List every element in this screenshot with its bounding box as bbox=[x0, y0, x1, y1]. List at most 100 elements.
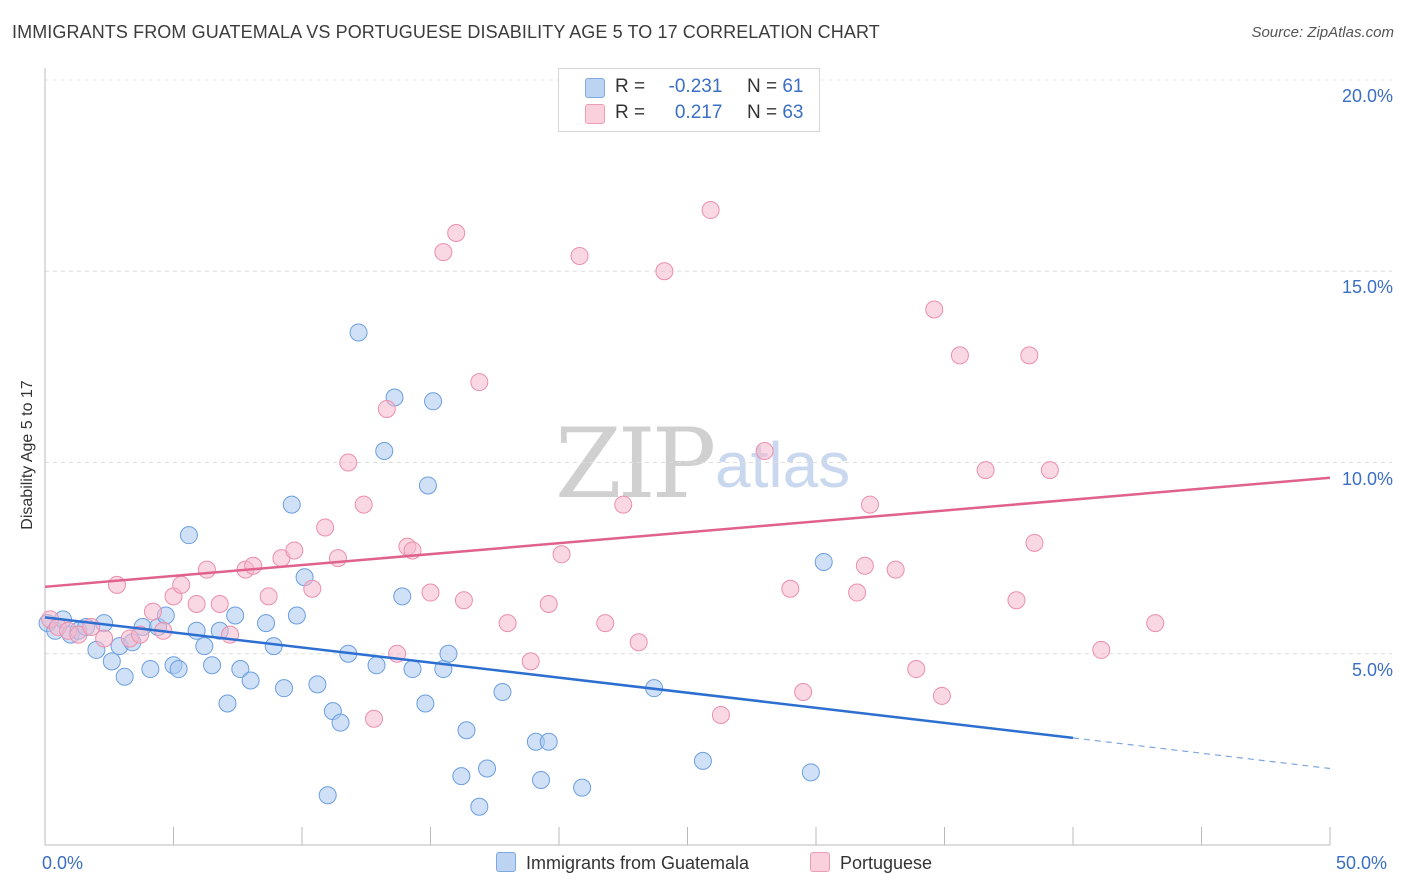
point-guatemala bbox=[308, 675, 327, 694]
point-guatemala bbox=[231, 660, 250, 679]
point-portuguese bbox=[470, 373, 489, 392]
point-guatemala bbox=[539, 732, 558, 751]
y-tick-label: 20.0% bbox=[1341, 86, 1393, 106]
x-tick-label-min: 0.0% bbox=[42, 853, 84, 873]
point-guatemala bbox=[218, 694, 237, 713]
point-guatemala bbox=[693, 751, 712, 770]
point-portuguese bbox=[907, 660, 926, 679]
y-tick-label: 10.0% bbox=[1341, 468, 1393, 489]
legend-swatch-portuguese bbox=[810, 852, 830, 872]
point-portuguese bbox=[328, 549, 347, 568]
point-guatemala bbox=[493, 683, 512, 701]
legend-swatch-guatemala bbox=[496, 852, 516, 872]
legend-label-guatemala: Immigrants from Guatemala bbox=[526, 853, 750, 873]
swatch-guatemala bbox=[585, 78, 605, 98]
point-guatemala bbox=[169, 660, 188, 679]
point-portuguese bbox=[316, 518, 335, 537]
point-guatemala bbox=[814, 552, 833, 571]
x-tick-label-max: 50.0% bbox=[1336, 853, 1388, 873]
point-portuguese bbox=[976, 461, 995, 480]
point-portuguese bbox=[95, 629, 114, 648]
point-guatemala bbox=[470, 797, 489, 816]
point-portuguese bbox=[498, 614, 517, 633]
point-portuguese bbox=[539, 595, 558, 614]
point-portuguese bbox=[932, 686, 951, 705]
point-portuguese bbox=[552, 545, 571, 564]
point-portuguese bbox=[1092, 640, 1111, 659]
point-guatemala bbox=[418, 476, 437, 495]
point-portuguese bbox=[570, 246, 589, 265]
point-guatemala bbox=[424, 392, 443, 411]
point-portuguese bbox=[1007, 591, 1026, 610]
point-portuguese bbox=[143, 602, 162, 621]
point-guatemala bbox=[393, 587, 412, 606]
point-portuguese bbox=[259, 587, 278, 606]
point-portuguese bbox=[447, 224, 466, 242]
point-portuguese bbox=[454, 591, 473, 610]
point-portuguese bbox=[755, 442, 774, 461]
swatch-portuguese bbox=[585, 104, 605, 124]
point-portuguese bbox=[950, 346, 969, 365]
point-guatemala bbox=[452, 767, 471, 786]
point-portuguese bbox=[187, 595, 206, 614]
point-portuguese bbox=[855, 556, 874, 575]
point-portuguese bbox=[781, 579, 800, 598]
point-guatemala bbox=[478, 759, 497, 778]
point-portuguese bbox=[244, 556, 263, 575]
r-label: R = bbox=[615, 76, 646, 97]
point-portuguese bbox=[339, 453, 358, 472]
point-guatemala bbox=[179, 526, 198, 545]
legend-item-guatemala[interactable]: Immigrants from Guatemala bbox=[496, 852, 749, 874]
point-portuguese bbox=[701, 201, 720, 220]
watermark-atlas: atlas bbox=[715, 429, 851, 501]
stats-legend: R = -0.231 N = 61 R = 0.217 N = 63 bbox=[558, 68, 820, 132]
point-guatemala bbox=[203, 656, 222, 675]
point-portuguese bbox=[848, 583, 867, 602]
point-guatemala bbox=[532, 770, 551, 789]
point-portuguese bbox=[860, 495, 879, 514]
point-portuguese bbox=[655, 262, 674, 281]
point-guatemala bbox=[275, 679, 294, 698]
point-portuguese bbox=[886, 560, 905, 579]
point-guatemala bbox=[801, 763, 820, 782]
point-portuguese bbox=[614, 495, 633, 514]
point-portuguese bbox=[711, 705, 730, 724]
point-guatemala bbox=[573, 778, 592, 797]
point-guatemala bbox=[115, 667, 134, 686]
point-portuguese bbox=[1025, 533, 1044, 552]
point-portuguese bbox=[303, 579, 322, 598]
legend-item-portuguese[interactable]: Portuguese bbox=[810, 852, 932, 874]
point-guatemala bbox=[403, 660, 422, 679]
point-portuguese bbox=[596, 614, 615, 633]
point-guatemala bbox=[241, 671, 260, 690]
point-guatemala bbox=[349, 323, 368, 342]
point-portuguese bbox=[925, 300, 944, 319]
trendline-guatemala bbox=[44, 616, 1074, 740]
y-tick-label: 5.0% bbox=[1351, 659, 1393, 680]
point-portuguese bbox=[1020, 346, 1039, 365]
point-portuguese bbox=[364, 709, 383, 728]
point-portuguese bbox=[210, 595, 229, 614]
n-value: 63 bbox=[782, 102, 804, 123]
point-portuguese bbox=[197, 560, 216, 579]
point-guatemala bbox=[457, 721, 476, 740]
point-portuguese bbox=[354, 495, 373, 514]
source-label: Source: ZipAtlas.com bbox=[1251, 24, 1394, 41]
point-guatemala bbox=[331, 713, 350, 732]
n-label: N = bbox=[746, 76, 778, 97]
y-tick-label: 15.0% bbox=[1341, 277, 1393, 298]
point-guatemala bbox=[375, 442, 394, 461]
point-guatemala bbox=[195, 637, 214, 656]
point-guatemala bbox=[226, 606, 245, 625]
r-value: 0.217 bbox=[674, 102, 723, 123]
chart-title: IMMIGRANTS FROM GUATEMALA VS PORTUGUESE … bbox=[12, 22, 880, 42]
trendline-guatemala-extension bbox=[1072, 737, 1331, 770]
point-guatemala bbox=[282, 495, 301, 514]
point-guatemala bbox=[102, 652, 121, 671]
point-portuguese bbox=[131, 625, 150, 644]
point-guatemala bbox=[439, 644, 458, 663]
r-label: R = bbox=[615, 102, 646, 123]
point-portuguese bbox=[521, 652, 540, 671]
point-guatemala bbox=[367, 656, 386, 675]
